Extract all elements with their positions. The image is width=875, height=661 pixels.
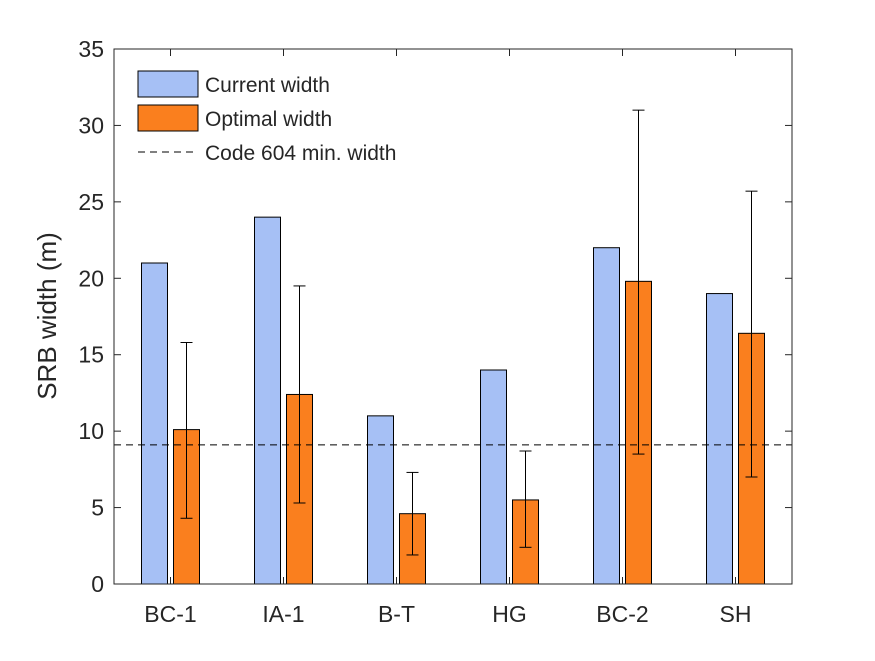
- legend-label-current: Current width: [205, 74, 330, 97]
- y-tick-label: 20: [78, 265, 104, 291]
- y-tick-label: 5: [91, 495, 104, 521]
- legend: Current width Optimal width Code 604 min…: [137, 70, 396, 165]
- bar-current-b-t: [367, 415, 394, 585]
- y-axis-label: SRB width (m): [32, 232, 62, 400]
- legend-label-optimal: Optimal width: [205, 108, 332, 131]
- bar-current-sh: [706, 293, 733, 585]
- legend-swatch-optimal: [137, 104, 199, 132]
- x-tick-label: BC-2: [596, 601, 648, 627]
- plot-frame: [113, 48, 793, 585]
- x-tick-label: BC-1: [144, 601, 196, 627]
- plot-background: [114, 49, 792, 584]
- y-tick-label: 0: [91, 571, 104, 597]
- y-tick-label: 15: [78, 342, 104, 368]
- bar-current-bc-2: [593, 247, 620, 585]
- bar-current-ia-1: [254, 216, 281, 585]
- bar-current-bc-1: [141, 262, 168, 585]
- y-tick-label: 10: [78, 418, 104, 444]
- y-tick-labels: 0 5 10 15 20 25 30 35: [78, 36, 104, 597]
- x-tick-labels: BC-1 IA-1 B-T HG BC-2 SH: [144, 601, 751, 627]
- legend-swatch-current: [137, 70, 199, 98]
- bars-group: [141, 216, 765, 585]
- bar-current-hg: [480, 369, 507, 585]
- x-tick-label: SH: [720, 601, 752, 627]
- error-bars-group: [180, 109, 758, 556]
- legend-label-code604: Code 604 min. width: [205, 142, 396, 165]
- axis-ticks-group: [114, 48, 792, 585]
- y-tick-label: 30: [78, 112, 104, 138]
- x-tick-label: HG: [492, 601, 527, 627]
- y-tick-label: 35: [78, 36, 104, 62]
- x-tick-label: B-T: [378, 601, 415, 627]
- x-tick-label: IA-1: [262, 601, 304, 627]
- y-tick-label: 25: [78, 189, 104, 215]
